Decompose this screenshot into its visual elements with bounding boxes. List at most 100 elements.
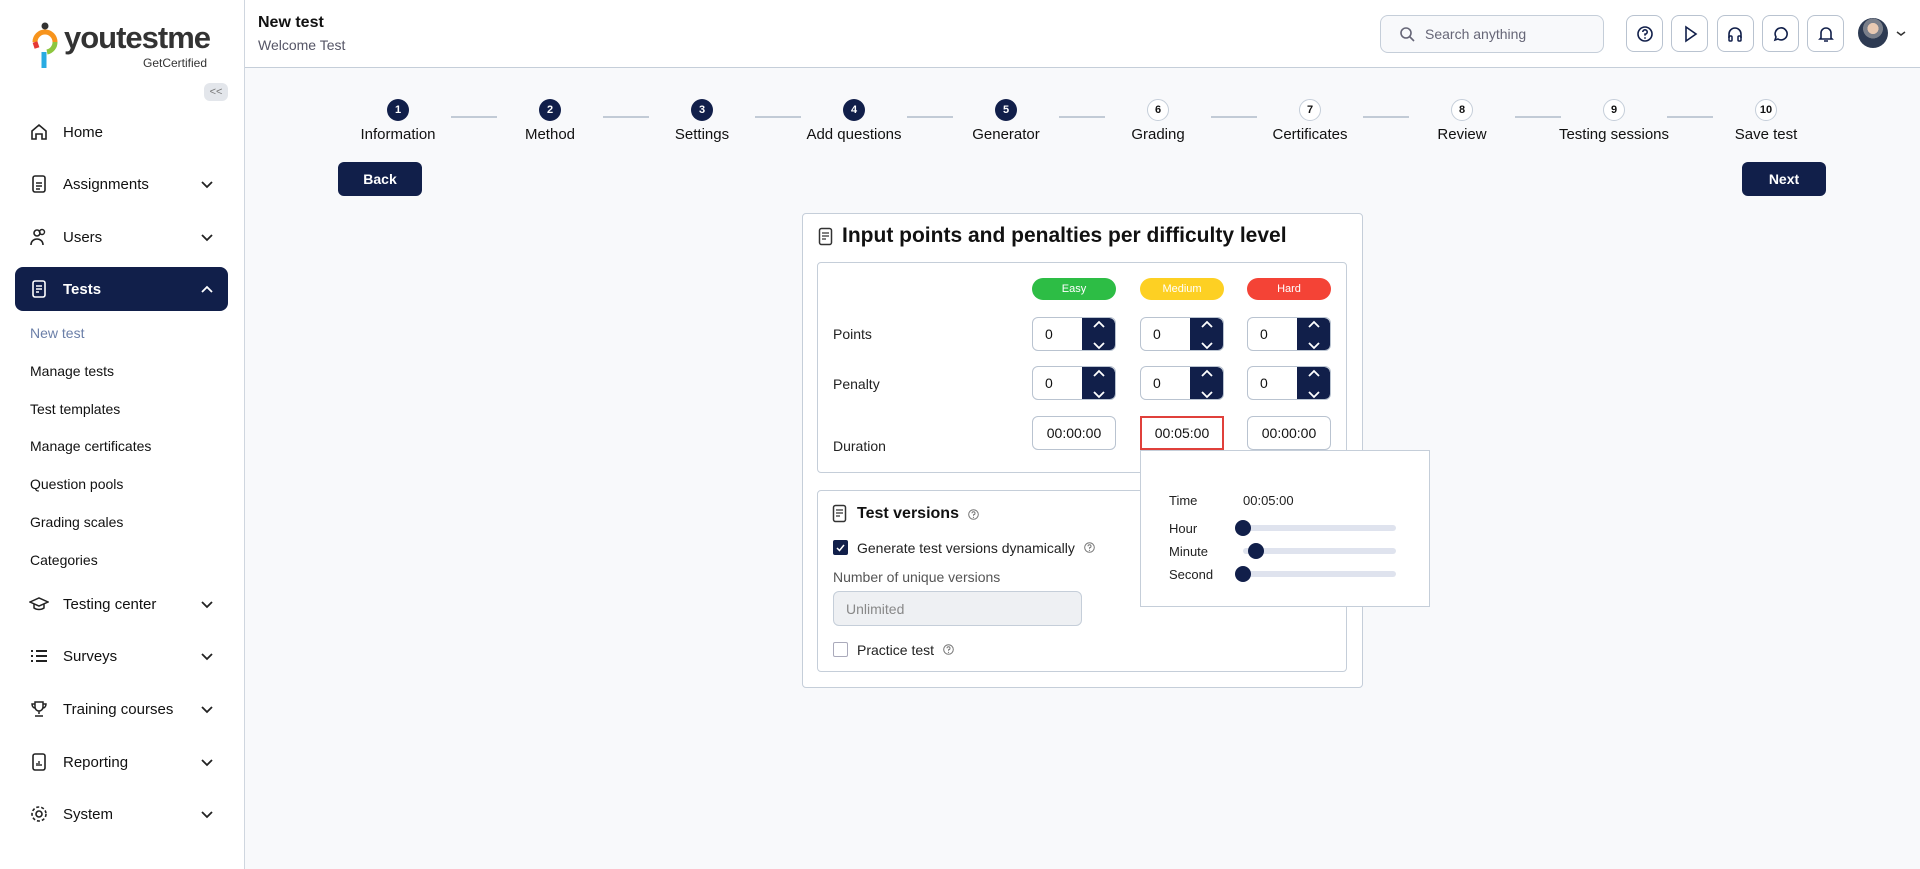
test-icon [818,227,833,246]
chevron-up-icon[interactable] [1200,318,1214,334]
chevron-down-icon[interactable] [200,229,214,246]
points-hard-stepper[interactable]: 0 [1247,317,1331,351]
help-icon[interactable] [968,508,979,520]
chevron-down-icon[interactable] [200,754,214,771]
sidebar-item-assignments[interactable]: Assignments [15,162,228,206]
chevron-down-icon[interactable] [200,176,214,193]
chevron-down-icon[interactable] [1092,337,1106,351]
step-information[interactable]: 1 Information [328,99,468,143]
help-icon[interactable] [1084,542,1095,553]
chevron-up-icon[interactable] [1307,318,1321,334]
step-settings[interactable]: 3 Settings [632,99,772,143]
chevron-down-icon[interactable] [1307,386,1321,400]
page-subtitle: Welcome Test [258,37,346,53]
points-medium-stepper[interactable]: 0 [1140,317,1224,351]
sidebar-subitem[interactable]: Categories [30,551,98,568]
sidebar-item-users[interactable]: Users [15,215,228,259]
chevron-down-icon[interactable] [1200,386,1214,400]
sidebar-item-home[interactable]: Home [15,110,228,154]
practice-test-checkbox[interactable] [833,642,848,657]
penalty-easy-stepper[interactable]: 0 [1032,366,1116,400]
chevron-down-icon[interactable] [1896,30,1906,38]
step-generator[interactable]: 5 Generator [936,99,1076,143]
sidebar-item-system[interactable]: System [15,792,228,836]
hour-slider[interactable] [1243,525,1396,531]
sidebar-subitem[interactable]: Manage certificates [30,438,152,455]
sidebar-subitem[interactable]: Grading scales [30,514,124,530]
duration-easy-input[interactable]: 00:00:00 [1032,416,1116,450]
sidebar-item-testing-center[interactable]: Testing center [15,582,228,626]
help-icon[interactable] [943,644,954,655]
points-label: Points [833,326,872,342]
points-value[interactable]: 0 [1045,326,1053,342]
minute-slider-handle[interactable] [1247,543,1264,559]
sidebar-item-label: Surveys [63,647,118,665]
step-review[interactable]: 8 Review [1392,99,1532,143]
play-button[interactable] [1671,15,1709,52]
chevron-down-icon[interactable] [200,596,214,613]
step-number: 3 [691,99,713,121]
penalty-value[interactable]: 0 [1045,375,1053,391]
headset-icon [1728,26,1742,42]
chevron-up-icon[interactable] [1092,318,1106,334]
avatar[interactable] [1858,18,1888,48]
headset-button[interactable] [1716,15,1754,52]
help-button[interactable] [1626,15,1663,52]
sidebar-item-reporting[interactable]: Reporting [15,740,228,784]
chevron-down-icon[interactable] [200,648,214,665]
step-connector [1211,116,1257,118]
duration-hard-input[interactable]: 00:00:00 [1247,416,1331,450]
chevron-up-icon[interactable] [1200,367,1214,383]
test-versions-header: Test versions [832,504,979,524]
sidebar-subitem[interactable]: Question pools [30,476,124,493]
bell-button[interactable] [1807,15,1845,52]
chevron-up-icon[interactable] [200,281,214,298]
chevron-down-icon[interactable] [1307,337,1321,351]
step-label: Settings [674,126,730,143]
generate-versions-checkbox[interactable] [833,540,848,555]
chevron-up-icon[interactable] [1092,367,1106,383]
next-button[interactable]: Next [1742,162,1826,196]
step-number: 4 [843,99,865,121]
sidebar-subitem[interactable]: New test [30,325,85,341]
minute-slider[interactable] [1243,548,1396,554]
duration-label: Duration [833,438,886,454]
chevron-down-icon[interactable] [200,701,214,718]
points-value[interactable]: 0 [1260,326,1268,342]
chat-button[interactable] [1761,15,1799,52]
second-label: Second [1169,567,1214,582]
chevron-down-icon[interactable] [200,806,214,823]
penalty-medium-stepper[interactable]: 0 [1140,366,1224,400]
sidebar-item-surveys[interactable]: Surveys [15,634,228,678]
step-save-test[interactable]: 10 Save test [1696,99,1836,143]
unique-versions-input[interactable]: Unlimited [833,591,1082,626]
duration-medium-input[interactable]: 00:05:00 [1140,416,1224,450]
penalty-value[interactable]: 0 [1153,375,1161,391]
second-slider[interactable] [1243,571,1396,577]
sidebar-subitem[interactable]: Test templates [30,400,121,417]
step-grading[interactable]: 6 Grading [1088,99,1228,143]
sidebar-item-label: Tests [63,280,102,298]
hour-slider-handle[interactable] [1235,520,1251,536]
step-add-questions[interactable]: 4 Add questions [784,99,924,143]
step-method[interactable]: 2 Method [480,99,620,143]
points-easy-stepper[interactable]: 0 [1032,317,1116,351]
collapse-sidebar-button[interactable]: << [204,83,228,101]
chevron-down-icon[interactable] [1200,337,1214,351]
step-certificates[interactable]: 7 Certificates [1240,99,1380,143]
test-versions-title: Test versions [857,505,959,522]
chevron-down-icon[interactable] [1092,386,1106,400]
sidebar-item-tests[interactable]: Tests [15,267,228,311]
points-value[interactable]: 0 [1153,326,1161,342]
penalty-value[interactable]: 0 [1260,375,1268,391]
back-button[interactable]: Back [338,162,422,196]
search-icon [1400,27,1415,42]
sidebar-subitem[interactable]: Manage tests [30,362,115,379]
chevron-up-icon[interactable] [1307,367,1321,383]
penalty-hard-stepper[interactable]: 0 [1247,366,1331,400]
sidebar-item-label: Users [63,228,103,246]
step-testing-sessions[interactable]: 9 Testing sessions [1544,99,1684,143]
second-slider-handle[interactable] [1235,566,1251,582]
sidebar-item-training-courses[interactable]: Training courses [15,687,228,731]
search-input[interactable]: Search anything [1380,15,1604,53]
